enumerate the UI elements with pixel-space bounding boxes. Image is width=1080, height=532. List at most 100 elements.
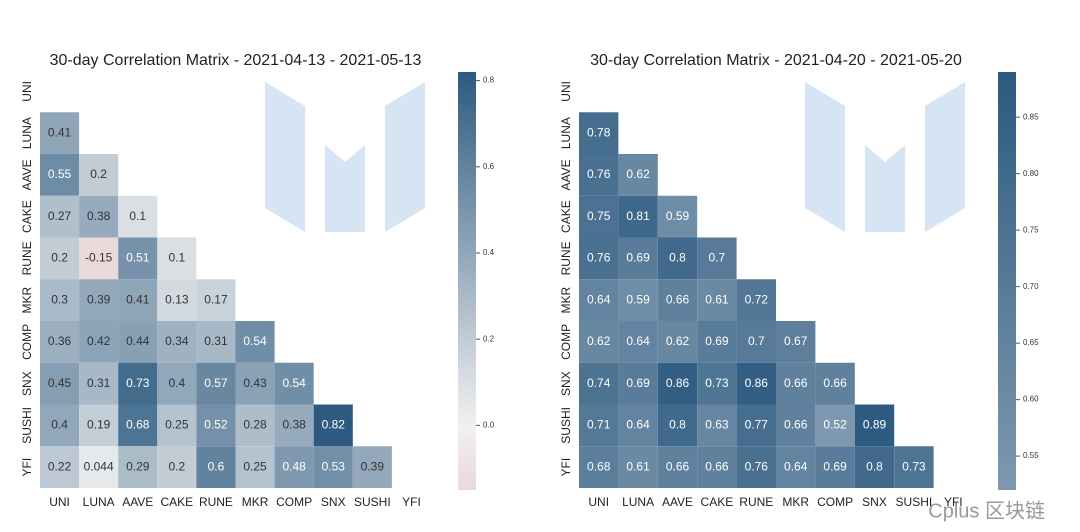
- colorbar-tick-label: 0.0: [483, 420, 495, 429]
- cell-label: 0.1: [169, 251, 186, 265]
- heatmap-cell: [854, 404, 895, 447]
- cell-label: 0.64: [626, 418, 650, 432]
- cell-label: 0.43: [243, 376, 267, 390]
- cell-label: 0.66: [666, 459, 690, 473]
- x-tick-label: YFI: [944, 495, 963, 509]
- heatmap-cell: [40, 279, 80, 321]
- heatmap-cell: [235, 404, 275, 447]
- cell-label: 0.86: [666, 376, 690, 390]
- heatmap-cell: [196, 404, 236, 447]
- y-tick-label: RUNE: [559, 241, 573, 275]
- cell-label: 0.67: [784, 334, 808, 348]
- cell-label: 0.19: [87, 418, 111, 432]
- cell-label: 0.73: [902, 459, 926, 473]
- heatmap-cell: [40, 404, 80, 447]
- y-tick-label: LUNA: [559, 117, 573, 149]
- heatmap-cell: [118, 362, 158, 405]
- colorbar-tick-label: 0.8: [483, 76, 495, 85]
- heatmap-cell: [157, 446, 197, 488]
- y-tick-label: SNX: [20, 371, 34, 396]
- heatmap-cell: [196, 279, 236, 321]
- heatmap-cell: [79, 362, 119, 405]
- cell-label: 0.66: [784, 418, 808, 432]
- cell-label: 0.38: [87, 209, 111, 223]
- colorbar-tick-label: 0.4: [483, 248, 495, 257]
- logo-shape: [805, 82, 845, 232]
- heatmap-cell: [118, 237, 158, 280]
- heatmap-cell: [618, 195, 658, 238]
- x-tick-label: CAKE: [701, 495, 734, 509]
- cell-label: 0.044: [84, 459, 114, 473]
- cell-label: 0.64: [784, 459, 808, 473]
- heatmap-cell: [579, 237, 619, 280]
- cell-label: 0.13: [165, 292, 189, 306]
- y-tick-label: YFI: [559, 458, 573, 477]
- cell-label: 0.38: [282, 418, 306, 432]
- cell-label: 0.52: [204, 418, 228, 432]
- cell-label: 0.69: [626, 376, 650, 390]
- heatmap-cell: [79, 321, 119, 363]
- cell-label: 0.71: [587, 418, 611, 432]
- cell-label: 0.44: [126, 334, 150, 348]
- cell-label: 0.86: [745, 376, 769, 390]
- cell-label: 0.77: [745, 418, 769, 432]
- logo-shape: [265, 82, 305, 232]
- heatmap-cell: [618, 404, 658, 447]
- x-tick-label: SUSHI: [896, 495, 933, 509]
- x-tick-label: LUNA: [622, 495, 654, 509]
- cell-label: 0.4: [169, 376, 186, 390]
- cell-label: 0.25: [165, 418, 189, 432]
- cell-label: 0.51: [126, 251, 150, 265]
- cell-label: 0.74: [587, 376, 611, 390]
- heatmap-cell: [313, 404, 353, 447]
- heatmap-cell: [776, 404, 816, 447]
- heatmap-cell: [618, 362, 658, 405]
- heatmap-cell: [79, 195, 119, 238]
- cell-label: 0.63: [705, 418, 729, 432]
- cell-label: 0.55: [48, 167, 72, 181]
- cell-label: 0.59: [666, 209, 690, 223]
- heatmap-cell: [618, 279, 658, 321]
- x-tick-label: MKR: [782, 495, 809, 509]
- heatmap-cell: [235, 321, 275, 363]
- x-tick-label: RUNE: [199, 495, 233, 509]
- heatmap-cell: [196, 321, 236, 363]
- logo-shape: [325, 145, 365, 232]
- heatmap-cell: [118, 446, 158, 488]
- cell-label: 0.29: [126, 459, 150, 473]
- cell-label: 0.31: [204, 334, 228, 348]
- heatmap-cell: [697, 362, 737, 405]
- cell-label: 0.39: [361, 459, 385, 473]
- heatmap-cell: [79, 404, 119, 447]
- y-tick-label: UNI: [559, 81, 573, 102]
- cell-label: 0.59: [626, 292, 650, 306]
- x-tick-label: LUNA: [83, 495, 115, 509]
- heatmap-cell: [118, 404, 158, 447]
- y-tick-label: COMP: [20, 324, 34, 360]
- cell-label: 0.8: [669, 251, 686, 265]
- heatmap-cell: [40, 154, 80, 196]
- cell-label: 0.66: [666, 292, 690, 306]
- colorbar-tick-label: 0.70: [1023, 282, 1039, 291]
- x-tick-label: UNI: [588, 495, 609, 509]
- y-tick-label: LUNA: [20, 117, 34, 149]
- cell-label: 0.62: [587, 334, 611, 348]
- heatmap-cell: [776, 362, 816, 405]
- heatmap-cell: [274, 446, 314, 488]
- cell-label: 0.66: [705, 459, 729, 473]
- cell-label: 0.25: [243, 459, 267, 473]
- heatmap-cell: [618, 237, 658, 280]
- logo-shape: [865, 145, 905, 232]
- y-tick-label: COMP: [559, 324, 573, 360]
- cell-label: 0.68: [587, 459, 611, 473]
- heatmap-cell: [618, 154, 658, 196]
- cell-label: 0.64: [626, 334, 650, 348]
- heatmap-cell: [579, 446, 619, 488]
- heatmap-cell: [157, 279, 197, 321]
- y-tick-label: SUSHI: [559, 407, 573, 444]
- cell-label: 0.2: [169, 459, 186, 473]
- heatmap-cell: [313, 446, 353, 488]
- cell-label: 0.57: [204, 376, 228, 390]
- cell-label: 0.52: [823, 418, 847, 432]
